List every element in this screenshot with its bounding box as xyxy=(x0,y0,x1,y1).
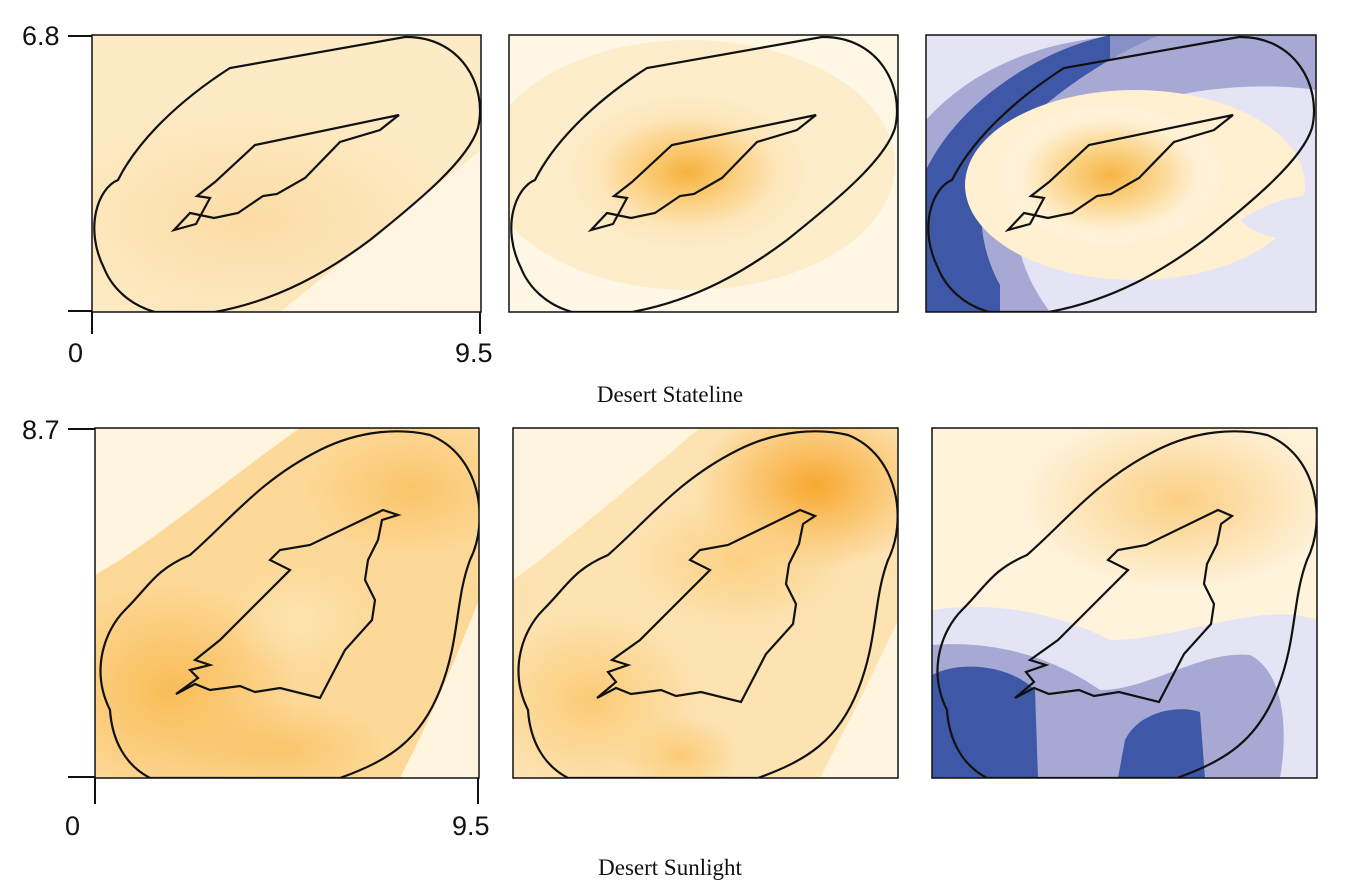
sunlight-panel-2-warm-mid xyxy=(630,490,850,630)
sunlight-panel-1 xyxy=(95,428,479,778)
stateline-panel-3-dark-blue-band xyxy=(926,35,1160,312)
sunlight-panel-2 xyxy=(513,428,898,778)
buffer-outline xyxy=(927,35,1316,312)
sunlight-panel-2-warm-bottom xyxy=(620,715,740,778)
sunlight-panel-3-dark-blue-right xyxy=(1118,709,1205,778)
stateline-axes: 6.8 0 9.5 xyxy=(22,21,493,368)
sunlight-panel-3-warm-top xyxy=(1020,428,1317,590)
stateline-panel-1 xyxy=(92,35,481,312)
sunlight-panel-1-hotspot-bottom xyxy=(170,700,390,778)
x-tick-label-max: 9.5 xyxy=(452,811,490,841)
sunlight-panel-1-light-corner-right xyxy=(400,600,479,778)
sunlight-panel-2-light-corner-right xyxy=(820,620,898,778)
stateline-panel-3-right-band xyxy=(1240,195,1316,240)
site-outline xyxy=(170,113,400,233)
sunlight-axes: 8.7 0 9.5 xyxy=(22,415,490,841)
sunlight-caption: Desert Sunlight xyxy=(598,855,742,880)
sunlight-panel-2-light-corner xyxy=(513,428,700,580)
stateline-panel-1-frame xyxy=(91,34,482,313)
site-outline xyxy=(175,508,402,700)
sunlight-panel-3 xyxy=(932,428,1317,778)
site-outline xyxy=(1004,113,1234,233)
sunlight-panel-2-frame xyxy=(512,427,899,779)
sunlight-panel-1-hotspot-top xyxy=(300,428,479,560)
sunlight-panel-1-light-core xyxy=(230,565,370,675)
buffer-outline xyxy=(510,35,898,312)
y-tick-label-max: 8.7 xyxy=(22,415,60,445)
stateline-panel-3-hotspot xyxy=(995,103,1225,247)
sunlight-panel-1-light-corner xyxy=(95,428,300,575)
stateline-panel-2 xyxy=(509,35,898,312)
buffer-outline xyxy=(936,430,1317,778)
stateline-panel-2-hotspot xyxy=(563,94,813,250)
x-tick-label-min: 0 xyxy=(65,811,80,841)
sunlight-panel-1-frame xyxy=(94,427,480,779)
x-tick-label-max: 9.5 xyxy=(455,338,493,368)
site-outline xyxy=(1014,508,1235,704)
site-outline xyxy=(596,508,818,704)
site-outline xyxy=(587,113,817,233)
stateline-caption: Desert Stateline xyxy=(597,382,743,407)
buffer-outline xyxy=(93,35,481,312)
x-tick-label-min: 0 xyxy=(68,338,83,368)
stateline-panel-2-frame xyxy=(508,34,899,313)
buffer-outline xyxy=(517,430,898,778)
y-tick-label-max: 6.8 xyxy=(22,21,60,51)
stateline-panel-3 xyxy=(926,35,1316,312)
buffer-outline xyxy=(99,430,479,778)
stateline-panel-3-frame xyxy=(925,34,1317,313)
stateline-panel-3-dark-blue-band-upper xyxy=(1110,35,1316,75)
sunlight-panel-3-frame xyxy=(931,427,1318,779)
